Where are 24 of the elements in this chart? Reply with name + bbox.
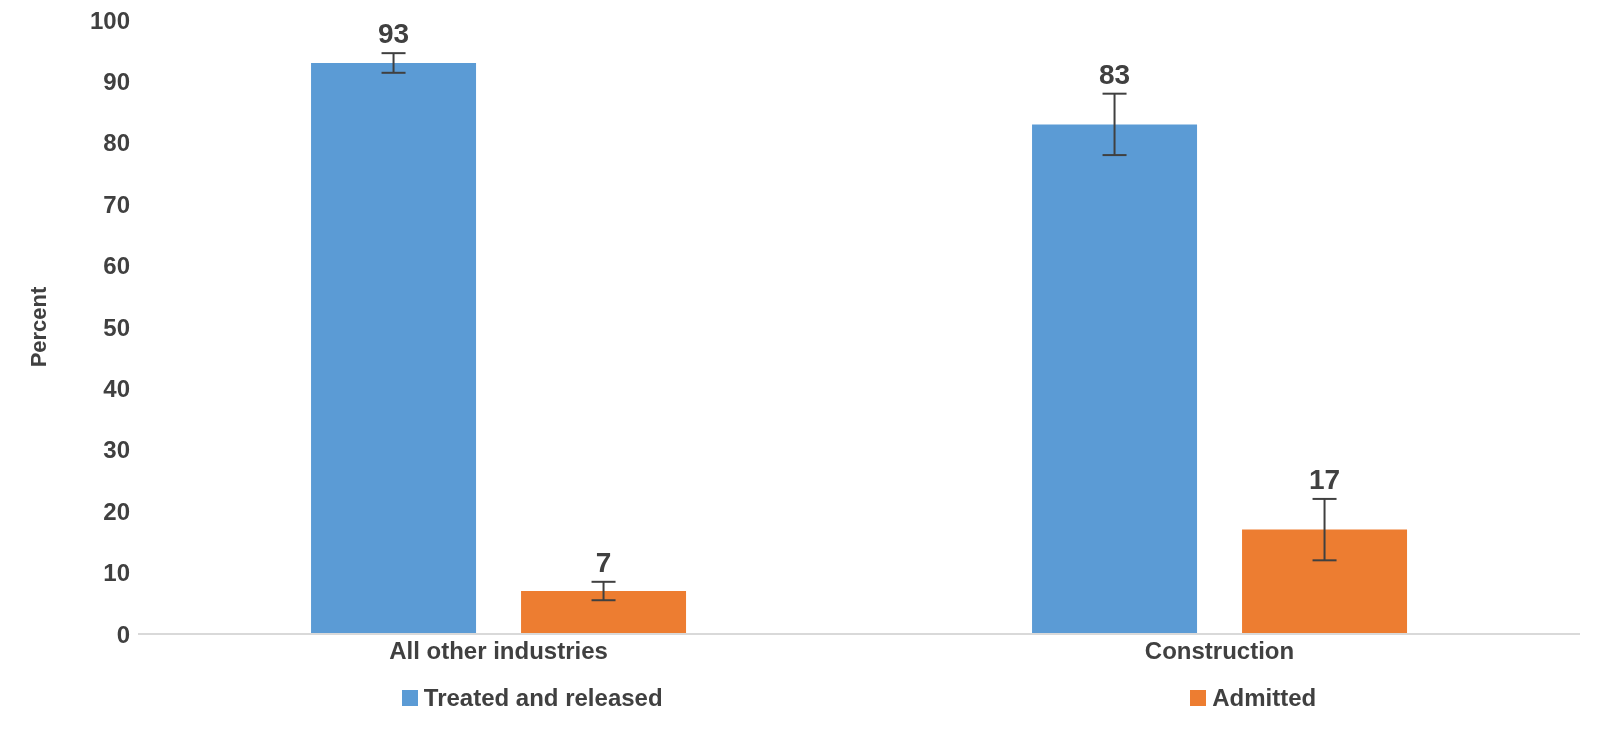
y-tick-label: 70 <box>103 190 130 218</box>
y-tick-label: 90 <box>103 67 130 95</box>
data-label: 93 <box>377 18 410 50</box>
y-tick-label: 60 <box>103 252 130 280</box>
y-axis-title: Percent <box>25 285 51 368</box>
y-tick-label: 80 <box>103 129 130 157</box>
bar <box>521 591 687 634</box>
y-tick-label: 0 <box>116 620 130 648</box>
bar <box>1242 529 1408 634</box>
y-tick-label: 10 <box>103 559 130 587</box>
bar <box>1032 124 1198 634</box>
legend-label: Admitted <box>1211 684 1317 712</box>
data-label: 7 <box>595 546 612 578</box>
bar <box>311 62 477 634</box>
y-tick-label: 50 <box>103 313 130 341</box>
data-label: 17 <box>1308 463 1341 495</box>
legend-label: Treated and released <box>422 684 663 712</box>
y-tick-label: 20 <box>103 497 130 525</box>
data-label: 83 <box>1098 58 1131 90</box>
x-tick-label: Construction <box>1144 637 1295 665</box>
y-tick-label: 40 <box>103 374 130 402</box>
y-tick-label: 100 <box>89 6 130 34</box>
y-tick-label: 30 <box>103 436 130 464</box>
x-tick-label: All other industries <box>389 637 608 665</box>
